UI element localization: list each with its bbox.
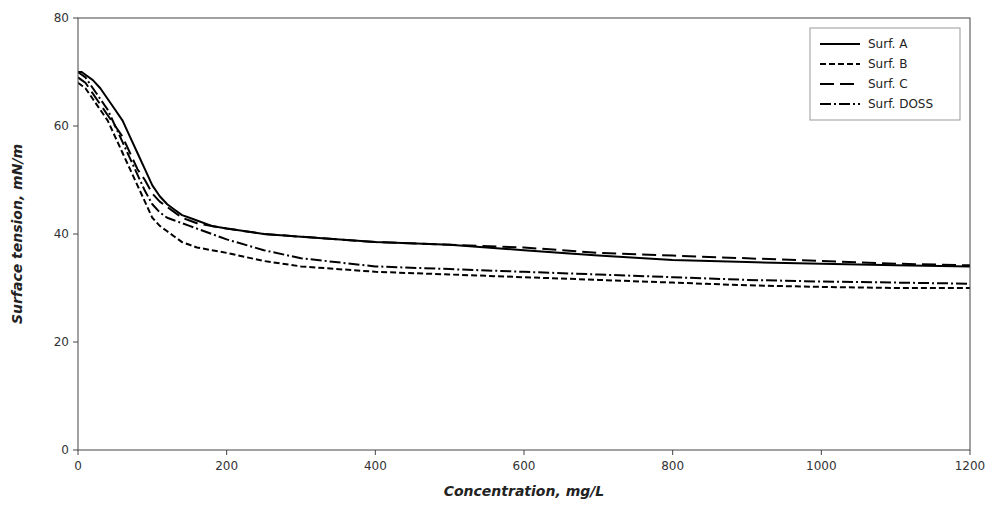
y-axis-label: Surface tension, mN/m: [9, 144, 25, 324]
x-tick-label: 1000: [806, 459, 837, 473]
legend-box: [810, 28, 960, 120]
y-tick: [73, 234, 78, 235]
chart: 0 200 400 600 800 1000 1200 0 20 40 60 80 Concentrat…: [0, 0, 992, 512]
x-tick: [375, 450, 376, 455]
x-tick-label: 800: [661, 459, 684, 473]
x-tick: [821, 450, 822, 455]
legend-swatch: [820, 43, 860, 45]
x-tick-label: 600: [513, 459, 536, 473]
plot-frame: [78, 18, 970, 450]
y-tick-label: 0: [61, 443, 69, 457]
y-tick: [73, 450, 78, 451]
x-tick-label: 1200: [955, 459, 986, 473]
y-tick: [73, 18, 78, 19]
plot-area: [78, 18, 970, 450]
x-tick-label: 0: [74, 459, 82, 473]
x-tick-label: 200: [215, 459, 238, 473]
legend-label: Surf. DOSS: [868, 97, 933, 111]
legend-label: Surf. A: [868, 37, 908, 51]
x-tick: [672, 450, 673, 455]
x-tick-label: 400: [364, 459, 387, 473]
legend: Surf. A Surf. B Surf. C Surf. DOSS: [810, 28, 960, 120]
y-tick-label: 40: [54, 227, 69, 241]
x-axis-label: Concentration, mg/L: [444, 483, 605, 499]
legend-swatch: [820, 83, 860, 85]
x-tick: [226, 450, 227, 455]
x-tick: [78, 450, 79, 455]
legend-label: Surf. B: [868, 57, 907, 71]
legend-swatch: [820, 103, 860, 105]
y-tick-label: 60: [54, 119, 69, 133]
legend-label: Surf. C: [868, 77, 908, 91]
legend-swatch: [820, 63, 860, 65]
y-tick-label: 20: [54, 335, 69, 349]
x-tick: [970, 450, 971, 455]
y-tick-label: 80: [54, 11, 69, 25]
y-tick: [73, 342, 78, 343]
x-tick: [524, 450, 525, 455]
y-tick: [73, 126, 78, 127]
